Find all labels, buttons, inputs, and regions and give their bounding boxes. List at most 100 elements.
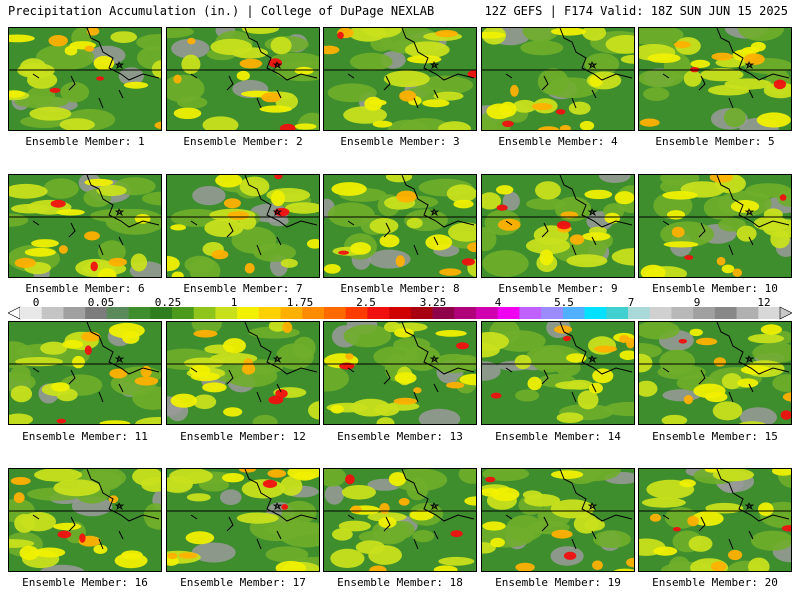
colorbar-tick-label: 1 (230, 296, 238, 309)
colorbar-swatch (20, 307, 43, 319)
colorbar-tick-label: 1.75 (286, 296, 314, 309)
colorbar-swatch (215, 307, 238, 319)
precip-map-image (482, 322, 634, 424)
colorbar-max-arrow (779, 306, 792, 320)
precip-map-image (324, 469, 476, 571)
colorbar-tick-label: 3.25 (419, 296, 447, 309)
precip-map-image (9, 175, 161, 277)
ensemble-member-map (8, 321, 162, 425)
colorbar-tick-label: 12 (757, 296, 771, 309)
ensemble-member-label: Ensemble Member: 12 (180, 430, 306, 443)
precip-map-image (482, 28, 634, 130)
colorbar-swatch (606, 307, 629, 319)
colorbar-swatch (519, 307, 542, 319)
colorbar-swatch (63, 307, 86, 319)
ensemble-member-label: Ensemble Member: 10 (652, 282, 778, 295)
colorbar-swatch (345, 307, 368, 319)
ensemble-member-label: Ensemble Member: 6 (25, 282, 145, 295)
ensemble-member-map (166, 27, 320, 131)
precip-map-image (167, 28, 319, 130)
colorbar-tick-label: 9 (693, 296, 701, 309)
model-run-info: 12Z GEFS | F174 Valid: 18Z SUN JUN 15 20… (484, 4, 788, 18)
colorbar-tick-label: 7 (627, 296, 635, 309)
colorbar-swatch (649, 307, 672, 319)
precip-map-image (167, 322, 319, 424)
colorbar-swatch (476, 307, 499, 319)
colorbar-swatch (714, 307, 737, 319)
precip-map-image (324, 28, 476, 130)
ensemble-member-map (481, 321, 635, 425)
colorbar-swatch (106, 307, 129, 319)
colorbar-swatch (367, 307, 390, 319)
colorbar-swatch (41, 307, 64, 319)
precip-map-image (482, 469, 634, 571)
precip-map-image (324, 175, 476, 277)
ensemble-member-map (323, 174, 477, 278)
page-title: Precipitation Accumulation (in.) | Colle… (8, 4, 435, 18)
ensemble-member-map (638, 27, 792, 131)
ensemble-member-label: Ensemble Member: 17 (180, 576, 306, 589)
ensemble-member-label: Ensemble Member: 2 (183, 135, 303, 148)
colorbar-swatch (497, 307, 520, 319)
precip-map-image (167, 469, 319, 571)
ensemble-member-label: Ensemble Member: 16 (22, 576, 148, 589)
ensemble-member-label: Ensemble Member: 14 (495, 430, 621, 443)
ensemble-member-label: Ensemble Member: 9 (498, 282, 618, 295)
ensemble-member-map (166, 468, 320, 572)
ensemble-member-map (166, 321, 320, 425)
ensemble-member-label: Ensemble Member: 4 (498, 135, 618, 148)
ensemble-member-map (166, 174, 320, 278)
precip-map-image (9, 469, 161, 571)
colorbar-swatch (454, 307, 477, 319)
ensemble-member-map (323, 27, 477, 131)
colorbar-swatch (237, 307, 260, 319)
ensemble-member-map (8, 174, 162, 278)
colorbar-swatch (562, 307, 585, 319)
colorbar-swatch (671, 307, 694, 319)
colorbar-swatch (150, 307, 173, 319)
ensemble-member-label: Ensemble Member: 7 (183, 282, 303, 295)
precip-map-image (9, 322, 161, 424)
colorbar-swatch (324, 307, 347, 319)
colorbar-swatch (280, 307, 303, 319)
ensemble-member-map (8, 468, 162, 572)
colorbar-swatch (693, 307, 716, 319)
ensemble-member-map (323, 468, 477, 572)
colorbar-swatch (736, 307, 759, 319)
precip-map-image (482, 175, 634, 277)
colorbar-swatch (85, 307, 108, 319)
ensemble-member-map (481, 27, 635, 131)
ensemble-member-map (481, 468, 635, 572)
ensemble-member-label: Ensemble Member: 18 (337, 576, 463, 589)
precip-map-image (9, 28, 161, 130)
colorbar-tick-label: 0.05 (87, 296, 115, 309)
ensemble-member-label: Ensemble Member: 19 (495, 576, 621, 589)
precip-map-image (639, 469, 791, 571)
ensemble-member-label: Ensemble Member: 5 (655, 135, 775, 148)
ensemble-member-map (638, 468, 792, 572)
ensemble-member-map (8, 27, 162, 131)
colorbar-tick-label: 2.5 (356, 296, 376, 309)
ensemble-member-label: Ensemble Member: 15 (652, 430, 778, 443)
colorbar-swatch (410, 307, 433, 319)
colorbar-swatch (389, 307, 412, 319)
ensemble-member-label: Ensemble Member: 20 (652, 576, 778, 589)
precip-map-image (167, 175, 319, 277)
colorbar-swatch (172, 307, 195, 319)
ensemble-member-map (638, 321, 792, 425)
ensemble-member-map (638, 174, 792, 278)
ensemble-member-label: Ensemble Member: 1 (25, 135, 145, 148)
colorbar-swatch (758, 307, 781, 319)
ensemble-member-map (323, 321, 477, 425)
ensemble-member-label: Ensemble Member: 8 (340, 282, 460, 295)
colorbar-swatch (258, 307, 281, 319)
precip-map-image (639, 322, 791, 424)
colorbar-swatch (628, 307, 651, 319)
precip-colorbar (8, 306, 792, 320)
precip-map-image (324, 322, 476, 424)
colorbar-swatch (432, 307, 455, 319)
colorbar-swatch (584, 307, 607, 319)
colorbar-swatch (541, 307, 564, 319)
ensemble-member-label: Ensemble Member: 3 (340, 135, 460, 148)
colorbar-swatch (193, 307, 216, 319)
